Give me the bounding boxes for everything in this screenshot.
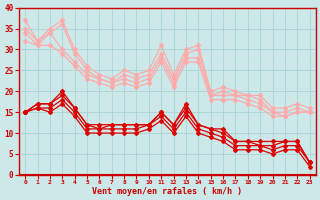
X-axis label: Vent moyen/en rafales ( km/h ): Vent moyen/en rafales ( km/h ) — [92, 187, 243, 196]
